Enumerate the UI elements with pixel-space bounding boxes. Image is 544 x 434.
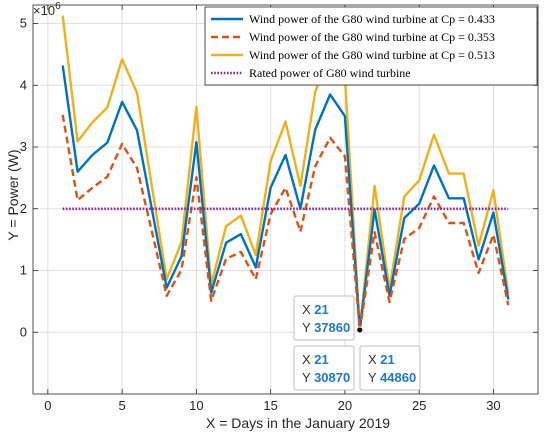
datatip-x-row: X 21 — [302, 352, 329, 367]
x-tick-label: 10 — [189, 398, 203, 413]
datatip-y-value: 37860 — [314, 320, 350, 335]
y-tick-label: 3 — [20, 139, 27, 154]
datatip-x-label: X — [302, 302, 314, 317]
y-tick-label: 5 — [20, 16, 27, 31]
legend: Wind power of the G80 wind turbine at Cp… — [204, 6, 538, 86]
datatip-box — [293, 295, 355, 341]
legend-box — [204, 6, 538, 86]
datatip-box — [293, 345, 355, 391]
x-tick-label: 15 — [263, 398, 277, 413]
legend-entry: Wind power of the G80 wind turbine at Cp… — [249, 48, 495, 62]
x-tick-label: 30 — [486, 398, 500, 413]
legend-entry: Rated power of G80 wind turbine — [249, 66, 411, 80]
datatip-y-label: Y — [302, 370, 314, 385]
datatip-y-value: 30870 — [314, 370, 350, 385]
plot-frame — [32, 4, 539, 395]
datatip-y-row: Y 37860 — [302, 320, 350, 335]
datatip-x-label: X — [368, 352, 380, 367]
datatip-3: X 21Y 44860 — [359, 345, 421, 391]
datatip-2: X 21Y 30870 — [293, 345, 355, 391]
y-tick-label: 1 — [20, 263, 27, 278]
x-tick-label: 5 — [119, 398, 126, 413]
series-line-2 — [61, 114, 510, 332]
series-line-1 — [61, 65, 510, 332]
tick-labels: 0 5 10 15 20 25 30 0 1 2 3 4 5 — [20, 16, 501, 413]
datatip-y-row: Y 30870 — [302, 370, 350, 385]
datatip-y-row: Y 44860 — [368, 370, 416, 385]
legend-entry: Wind power of the G80 wind turbine at Cp… — [249, 30, 495, 44]
y-axis-label: Y = Power (W) — [5, 149, 21, 240]
x-tick-label: 0 — [44, 398, 51, 413]
y-tick-label: 4 — [20, 77, 27, 92]
y-exponent-base: ×10 — [33, 3, 55, 18]
x-axis-label: X = Days in the January 2019 — [206, 415, 390, 431]
y-tick-label: 0 — [20, 324, 27, 339]
datatip-y-label: Y — [302, 320, 314, 335]
series-layer — [61, 15, 510, 334]
datatip-1: X 21Y 37860 — [293, 295, 355, 341]
datatip-box — [359, 345, 421, 391]
y-exponent-power: 6 — [55, 1, 61, 12]
datatip-x-value: 21 — [314, 302, 328, 317]
datatip-x-row: X 21 — [302, 302, 329, 317]
y-exponent-label: ×106 — [33, 1, 61, 18]
datatip-x-row: X 21 — [368, 352, 395, 367]
datatip-y-value: 44860 — [380, 370, 416, 385]
series-line-3 — [61, 15, 510, 331]
datatip-y-label: Y — [368, 370, 380, 385]
x-tick-label: 25 — [412, 398, 426, 413]
y-tick-label: 2 — [20, 201, 27, 216]
x-tick-label: 20 — [338, 398, 352, 413]
legend-entry: Wind power of the G80 wind turbine at Cp… — [249, 12, 495, 26]
datatip-x-value: 21 — [380, 352, 394, 367]
datatip-x-value: 21 — [314, 352, 328, 367]
datatip-marker — [356, 326, 364, 334]
datatip-x-label: X — [302, 352, 314, 367]
